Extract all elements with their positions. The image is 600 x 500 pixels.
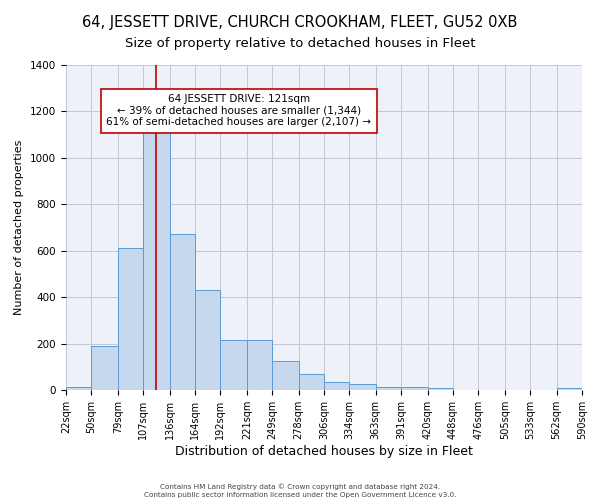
Bar — [220, 340, 247, 390]
Bar — [143, 132, 170, 390]
Bar — [376, 386, 401, 390]
Bar — [91, 346, 118, 390]
Text: Contains HM Land Registry data © Crown copyright and database right 2024.
Contai: Contains HM Land Registry data © Crown c… — [144, 484, 456, 498]
Text: 64, JESSETT DRIVE, CHURCH CROOKHAM, FLEET, GU52 0XB: 64, JESSETT DRIVE, CHURCH CROOKHAM, FLEE… — [82, 15, 518, 30]
Bar — [401, 387, 428, 390]
Bar — [557, 388, 582, 390]
Bar — [195, 290, 220, 390]
Bar — [349, 384, 376, 390]
Bar — [170, 234, 195, 390]
Bar — [247, 340, 272, 390]
X-axis label: Distribution of detached houses by size in Fleet: Distribution of detached houses by size … — [175, 444, 473, 458]
Y-axis label: Number of detached properties: Number of detached properties — [14, 140, 25, 315]
Text: 64 JESSETT DRIVE: 121sqm
← 39% of detached houses are smaller (1,344)
61% of sem: 64 JESSETT DRIVE: 121sqm ← 39% of detach… — [106, 94, 371, 128]
Bar — [118, 248, 143, 390]
Bar — [66, 386, 91, 390]
Bar — [428, 388, 453, 390]
Bar — [324, 382, 349, 390]
Bar — [272, 361, 299, 390]
Bar — [299, 374, 324, 390]
Text: Size of property relative to detached houses in Fleet: Size of property relative to detached ho… — [125, 38, 475, 51]
